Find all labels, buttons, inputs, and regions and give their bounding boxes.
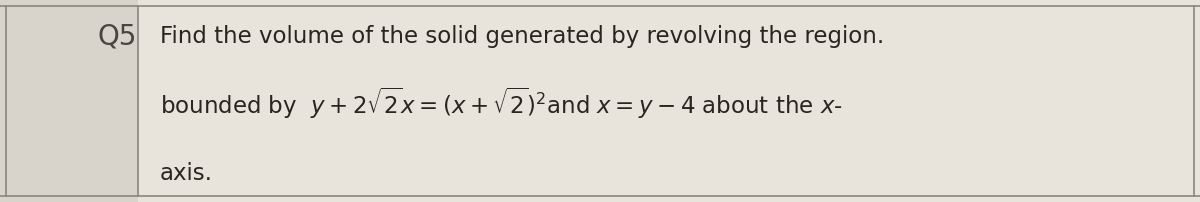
Bar	[138, 0, 1200, 202]
Text: bounded by  $y + 2\sqrt{2}x = (x + \sqrt{2})^{2}$and $x = y - 4$ about the $x$-: bounded by $y + 2\sqrt{2}x = (x + \sqrt{…	[160, 85, 842, 121]
Text: Find the volume of the solid generated by revolving the region.: Find the volume of the solid generated b…	[160, 25, 884, 48]
Bar	[0, 0, 138, 202]
Text: axis.: axis.	[160, 162, 212, 185]
Text: Q5: Q5	[97, 22, 137, 50]
